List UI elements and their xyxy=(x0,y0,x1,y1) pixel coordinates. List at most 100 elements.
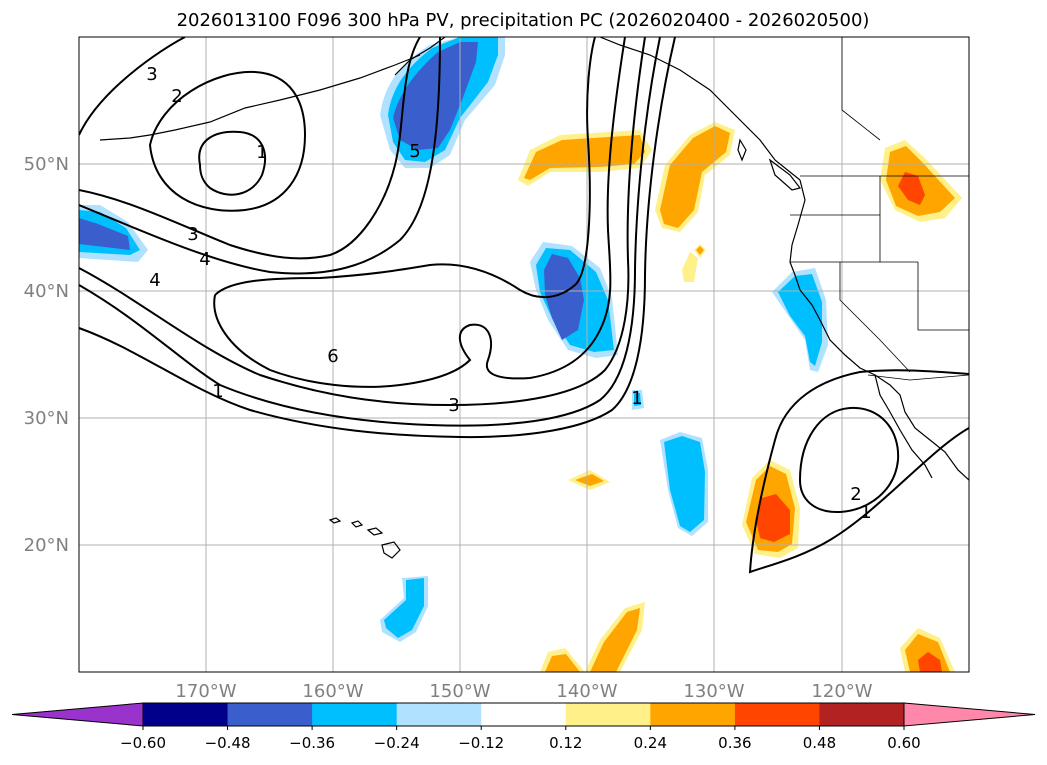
precip-negative-shading xyxy=(79,37,828,642)
hawaii-island-3 xyxy=(366,527,384,536)
precip-blob-mid-orange xyxy=(575,474,604,486)
border-nv-ca xyxy=(839,262,911,373)
lon-label: 170°W xyxy=(175,681,236,702)
border-nevada xyxy=(917,262,969,331)
hawaii-island-2 xyxy=(350,520,364,528)
contour-labels: 3 2 1 5 3 4 4 6 1 3 1 2 1 xyxy=(146,64,871,523)
pv-contour-6 xyxy=(213,37,626,388)
lat-label: 20°N xyxy=(24,535,69,556)
lat-label: 40°N xyxy=(24,281,69,302)
colorbar-segment xyxy=(227,703,313,726)
precip-blob-tiny1-yellow xyxy=(682,252,698,282)
lat-labels: 50°N 40°N 30°N 20°N xyxy=(24,154,69,556)
colorbar-tick-label: 0.12 xyxy=(549,734,582,752)
pv-contour-2-outer xyxy=(148,70,307,212)
borders xyxy=(790,37,969,381)
colorbar-segment xyxy=(143,703,229,726)
pv-contour-1-lower xyxy=(79,37,661,427)
precip-blob-hawaii-mid xyxy=(384,578,424,638)
precip-positive-shading xyxy=(518,122,962,672)
colorbar-tick-label: −0.48 xyxy=(205,734,251,752)
colorbar-segment xyxy=(819,703,905,726)
precip-blob-sub-red xyxy=(756,494,790,542)
precip-blob-band-orange xyxy=(524,135,645,180)
colorbar-tick-label: 0.36 xyxy=(718,734,751,752)
precip-blob-subtrop-mid xyxy=(664,436,705,532)
pv-contour-1-inner xyxy=(198,130,266,196)
border-us-mexico xyxy=(867,374,969,381)
map-title: 2026013100 F096 300 hPa PV, precipitatio… xyxy=(177,10,870,31)
colorbar-extend-high xyxy=(903,702,1036,727)
map-area: 3 2 1 5 3 4 4 6 1 3 1 2 1 xyxy=(79,37,969,672)
contour-label: 1 xyxy=(256,142,267,163)
precip-blob-coast-mid xyxy=(778,274,822,366)
border-canada-bc xyxy=(841,37,881,141)
colorbar-segment xyxy=(481,703,567,726)
colorbar-tick-label: −0.24 xyxy=(374,734,420,752)
coast-bc xyxy=(789,179,969,481)
pv-contour-3 xyxy=(79,37,421,260)
colorbar-tick-label: −0.12 xyxy=(458,734,504,752)
precip-blob-small-mid xyxy=(634,393,641,406)
hawaii-island-1 xyxy=(328,517,342,524)
colorbar-extend-low xyxy=(11,702,144,727)
coast-vancouver-island xyxy=(768,158,802,191)
contour-label: 3 xyxy=(448,395,459,416)
precip-blob-center-dark xyxy=(544,254,584,340)
precip-blob-bottom2-orange xyxy=(590,608,640,672)
contour-label: 3 xyxy=(187,224,198,245)
coastlines xyxy=(99,37,969,559)
colorbar-tick-label: 0.48 xyxy=(803,734,836,752)
pv-contour-5 xyxy=(214,37,596,299)
lat-label: 50°N xyxy=(24,154,69,175)
pv-contour-se-1 xyxy=(748,369,969,574)
pv-contour-4 xyxy=(79,37,441,275)
coast-haida-gwaii xyxy=(737,138,747,162)
contour-label: 1 xyxy=(631,388,642,409)
lat-label: 30°N xyxy=(24,408,69,429)
colorbar-tick-label: −0.36 xyxy=(289,734,335,752)
lon-labels: 170°W 160°W 150°W 140°W 130°W 120°W xyxy=(175,681,872,702)
colorbar-tick-label: 0.60 xyxy=(887,734,920,752)
coast-aleutians xyxy=(99,54,421,141)
precip-blob-west-dark xyxy=(79,218,130,250)
pv-contour-3-lower xyxy=(79,37,646,407)
precip-blob-inland-red xyxy=(898,172,925,205)
colorbar-segment xyxy=(396,703,482,726)
contour-label: 1 xyxy=(212,381,223,402)
contour-label: 4 xyxy=(199,249,210,270)
colorbar-border xyxy=(142,702,905,727)
contour-label: 6 xyxy=(327,346,338,367)
lon-label: 140°W xyxy=(556,681,617,702)
contour-label: 2 xyxy=(171,86,182,107)
colorbar: −0.60 −0.48 −0.36 −0.24 −0.12 0.12 0.24 0.36 0.4… xyxy=(11,702,1036,752)
precip-blob-bottom1-orange xyxy=(545,654,580,672)
lon-label: 120°W xyxy=(811,681,872,702)
colorbar-segment xyxy=(565,703,651,726)
colorbar-tick-label: −0.60 xyxy=(120,734,166,752)
lon-label: 150°W xyxy=(429,681,490,702)
contour-label: 5 xyxy=(409,141,420,162)
hawaii-island-4 xyxy=(381,541,401,559)
lon-label: 130°W xyxy=(683,681,744,702)
precip-blob-bottom3-red xyxy=(918,652,942,672)
map-frame xyxy=(78,36,970,673)
colorbar-tick-label: 0.24 xyxy=(634,734,667,752)
contour-label: 4 xyxy=(149,270,160,291)
colorbar-segment xyxy=(312,703,398,726)
contour-label: 1 xyxy=(860,502,871,523)
colorbar-segment xyxy=(734,703,820,726)
pv-contours xyxy=(79,37,969,574)
precip-blob-north-dark xyxy=(393,42,478,150)
contour-label: 3 xyxy=(146,64,157,85)
precip-blob-tiny2-orange xyxy=(696,246,704,255)
colorbar-segment xyxy=(650,703,736,726)
coast-baja xyxy=(874,374,933,479)
pv-contour-outer xyxy=(79,37,676,439)
precip-blob-ne-orange xyxy=(660,126,730,228)
coast-alaska-panhandle xyxy=(599,37,801,181)
contour-label: 2 xyxy=(850,484,861,505)
coast-alaska xyxy=(394,37,446,76)
